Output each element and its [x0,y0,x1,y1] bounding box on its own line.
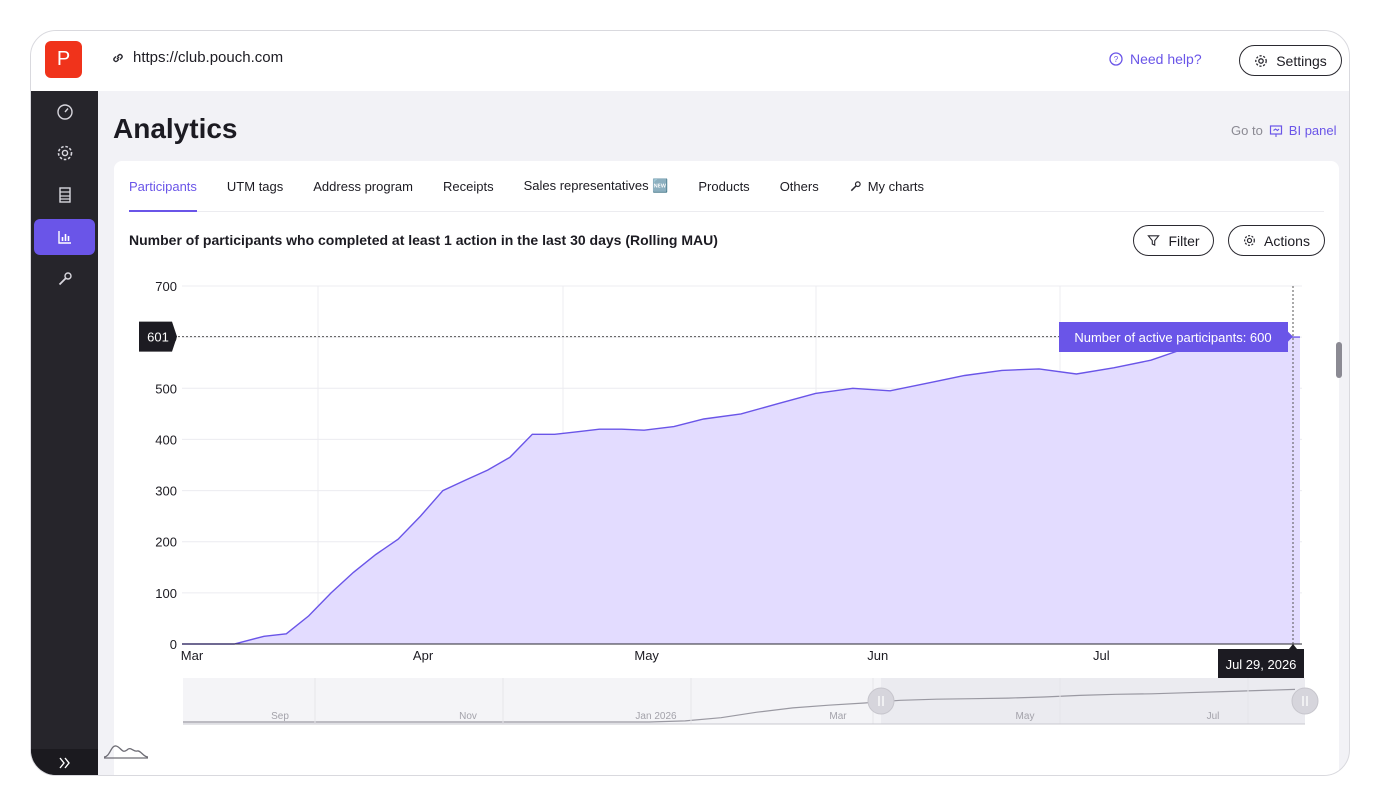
navigator-tick-label: Jul [1207,711,1220,722]
navigator-handle-grip [1302,696,1308,706]
y-tick-label: 700 [155,279,177,294]
top-bar: P https://club.pouch.com ? Need help? Se… [31,31,1349,91]
y-tick-label: 400 [155,432,177,447]
question-circle-icon: ? [1109,52,1123,66]
filter-button[interactable]: Filter [1133,225,1214,256]
navigator-selection [881,678,1305,724]
url-display[interactable]: https://club.pouch.com [111,49,283,66]
tab-label: Receipts [442,178,494,194]
sidebar [31,91,98,775]
y-tick-label: 500 [155,381,177,396]
bi-panel-link[interactable]: Go to BI panel [1231,123,1337,138]
x-tick-label: Apr [413,648,434,663]
tab-label: Participants [129,178,197,194]
navigator-handle-right[interactable] [1291,687,1319,715]
crosshair-x-label: Jul 29, 2026 [1226,657,1297,672]
goto-prefix: Go to [1231,123,1263,138]
navigator-series [183,688,1296,723]
actions-button[interactable]: Actions [1228,225,1325,256]
double-chevron-right-icon [58,757,70,769]
tab-receipts[interactable]: Receipts [443,161,494,211]
x-tick-label: May [634,648,659,663]
sidebar-item-analytics[interactable] [34,219,95,255]
app-logo[interactable]: P [45,41,82,78]
wrench-icon [58,272,72,286]
navigator-tick-label: Mar [829,711,847,722]
tab-address-program[interactable]: Address program [313,161,413,211]
tab-participants[interactable]: Participants [129,161,197,212]
logo-letter: P [56,48,71,70]
scrollbar-thumb [1336,342,1342,378]
tab-others[interactable]: Others [780,161,819,211]
tooltip-box [1059,322,1293,352]
navigator-tick-label: Sep [271,711,289,722]
svg-text:?: ? [1114,55,1119,64]
gear-icon [1255,54,1268,67]
tab-label: Others [779,178,819,194]
navigator-tick-label: May [1016,711,1035,722]
need-help-label: Need help? [1130,51,1202,67]
settings-label: Settings [1276,52,1327,69]
tab-products[interactable]: Products [698,161,749,211]
sidebar-item-list[interactable] [47,177,83,213]
filter-label: Filter [1168,232,1200,249]
presentation-icon [1269,124,1282,137]
tab-label: UTM tags [226,178,284,194]
bi-panel-label: BI panel [1288,123,1337,138]
area-fill [182,337,1300,644]
series-line [182,336,1300,645]
tab-label: My charts [867,178,925,194]
x-tick-label: Mar [181,648,204,663]
tooltip-text: Number of active participants: 600 [1074,330,1271,345]
x-tick-label: Jul [1093,648,1110,663]
wrench-icon [850,180,861,191]
gear-icon [57,145,73,161]
gear-icon [1244,235,1255,246]
navigator-handle-grip [878,696,884,706]
link-icon [113,53,123,62]
navigator-tick-label: Jan 2026 [635,711,677,722]
navigator-handle-left[interactable] [867,687,895,715]
page-title: Analytics [113,113,238,144]
crosshair-x-badge [1218,644,1304,678]
bar-chart-icon [57,231,71,244]
tab-label: Sales representatives 🆕 [523,178,669,193]
y-tick-label: 0 [170,637,177,652]
sidebar-item-settings[interactable] [47,135,83,171]
chart-preview-icon[interactable] [102,740,150,760]
tab-bar: Participants UTM tags Address program Re… [129,161,1324,212]
navigator-tick-label: Nov [459,711,477,722]
y-tick-label: 200 [155,535,177,550]
need-help-link[interactable]: ? Need help? [1109,51,1202,67]
tab-label: Address program [313,178,413,194]
list-icon [59,187,71,203]
x-tick-label: Jun [867,648,888,663]
chart-title: Number of participants who completed at … [129,232,718,248]
dashboard-icon [57,104,73,120]
url-text: https://club.pouch.com [133,49,284,66]
sidebar-expand-button[interactable] [31,749,98,775]
tab-my-charts[interactable]: My charts [849,161,924,211]
sidebar-item-tools[interactable] [47,261,83,297]
settings-button[interactable]: Settings [1239,45,1342,76]
y-tick-label: 300 [155,484,177,499]
tab-utm-tags[interactable]: UTM tags [227,161,283,211]
crosshair-y-label: 601 [147,330,169,345]
tab-label: Products [698,178,750,194]
actions-label: Actions [1264,232,1310,249]
crosshair-y-badge [139,321,177,352]
filter-icon [1147,235,1161,247]
tab-sales-representatives[interactable]: Sales representatives 🆕 [524,161,669,211]
sidebar-item-dashboard[interactable] [47,93,83,129]
y-tick-label: 100 [155,586,177,601]
